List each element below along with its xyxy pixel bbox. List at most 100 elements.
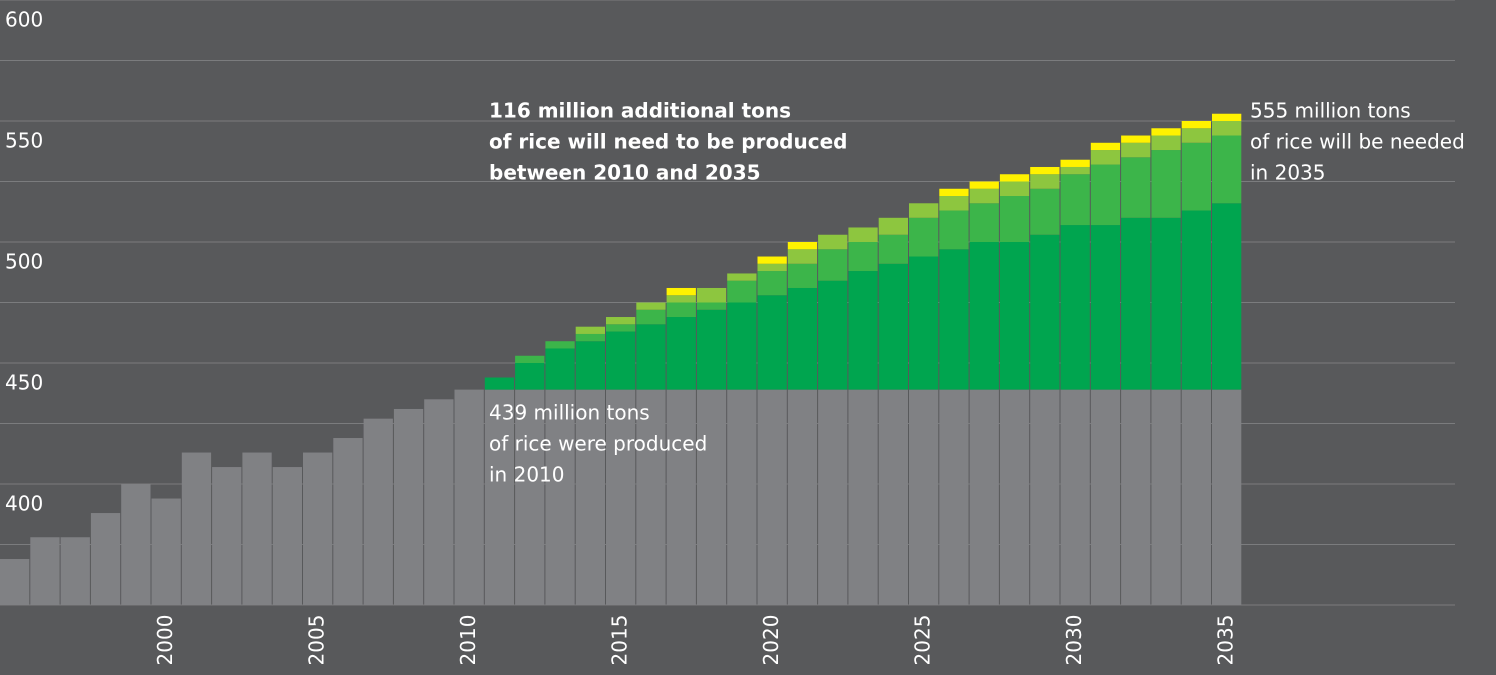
bar-segment	[757, 295, 787, 390]
bar-segment	[939, 188, 969, 197]
x-tick-label: 2025	[911, 615, 935, 666]
bar-segment	[575, 389, 605, 605]
bar-segment	[696, 302, 727, 310]
bar-segment	[818, 280, 848, 390]
bar-segment	[1151, 150, 1181, 218]
bar-segment	[575, 326, 605, 334]
bar-segment	[1090, 225, 1121, 390]
bar-segment	[818, 234, 848, 250]
bar-segment	[60, 537, 90, 605]
annotation: 439 million tons	[489, 401, 650, 425]
bar-segment	[1030, 174, 1060, 189]
bar-segment	[666, 317, 696, 390]
bar-segment	[999, 174, 1030, 182]
bar-segment	[878, 389, 908, 605]
bar-segment	[787, 242, 818, 250]
bar-segment	[1060, 166, 1090, 175]
bar-segment	[636, 324, 666, 390]
bar-segment	[1181, 121, 1211, 129]
bar-segment	[515, 389, 545, 605]
bar-segment	[606, 317, 636, 325]
bar-segment	[636, 389, 666, 605]
x-tick-label: 2005	[305, 615, 329, 666]
bar-segment	[999, 196, 1030, 242]
bar-segment	[727, 280, 757, 303]
bar-segment	[515, 363, 545, 390]
bar-segment	[363, 418, 393, 605]
y-tick-label: 600	[5, 8, 43, 32]
bar-segment	[1030, 234, 1060, 390]
bar-segment	[1060, 159, 1090, 167]
bar-segment	[545, 341, 575, 349]
bar-segment	[636, 302, 666, 310]
bar-segment	[1090, 150, 1121, 165]
bar-segment	[1121, 157, 1151, 218]
bar-segment	[393, 408, 424, 605]
bar-segment	[757, 256, 787, 264]
bar-segment	[727, 302, 757, 390]
bar-segment	[787, 263, 818, 288]
bar-segment	[666, 389, 696, 605]
bar-segment	[272, 467, 302, 605]
bar-segment	[848, 271, 878, 390]
bar-segment	[1151, 135, 1181, 151]
x-tick-label: 2015	[608, 615, 632, 666]
bar-segment	[1030, 389, 1060, 605]
annotation: of rice were produced	[489, 432, 707, 456]
bar-segment	[484, 389, 515, 605]
bar-segment	[696, 287, 727, 303]
x-tick-label: 2010	[456, 615, 480, 666]
bar-segment	[878, 263, 908, 390]
bar-segment	[1060, 174, 1090, 226]
bar-segment	[333, 438, 363, 605]
bar-segment	[696, 309, 727, 390]
bar-segment	[1212, 203, 1242, 390]
bar-segment	[30, 537, 60, 605]
bar-segment	[303, 452, 333, 605]
bar-segment	[1151, 128, 1181, 136]
bar-segment	[818, 249, 848, 281]
bar-segment	[818, 389, 848, 605]
bar-segment	[909, 203, 939, 218]
bar-segment	[484, 377, 515, 390]
bar-segment	[757, 263, 787, 272]
bar-segment	[1181, 128, 1211, 143]
bar-segment	[848, 242, 878, 272]
bar-segment	[787, 389, 818, 605]
bar-segment	[909, 217, 939, 257]
y-tick-label: 500	[5, 250, 43, 274]
bar-segment	[757, 389, 787, 605]
bar-segment	[606, 324, 636, 332]
bar-segment	[999, 389, 1030, 605]
annotation: between 2010 and 2035	[489, 161, 761, 185]
bar-segment	[1212, 121, 1242, 136]
bar-segment	[1121, 142, 1151, 158]
bar-segment	[727, 389, 757, 605]
bar-segment	[757, 271, 787, 296]
bar-segment	[515, 355, 545, 363]
bar-segment	[939, 389, 969, 605]
bar-segment	[939, 210, 969, 250]
bar-segment	[636, 309, 666, 325]
y-tick-label: 450	[5, 371, 43, 395]
bar-segment	[1212, 135, 1242, 204]
bar-segment	[1151, 389, 1181, 605]
bar-segment	[999, 181, 1030, 197]
annotation: 555 million tons	[1250, 99, 1411, 123]
bar-segment	[969, 389, 999, 605]
bar-segment	[666, 295, 696, 303]
bar-segment	[1030, 166, 1060, 175]
bar-segment	[181, 452, 212, 605]
bar-segment	[848, 389, 878, 605]
bar-segment	[454, 389, 484, 605]
bar-segment	[1030, 188, 1060, 235]
bar-segment	[999, 242, 1030, 390]
bar-segment	[1212, 389, 1242, 605]
bar-segment	[1060, 225, 1090, 390]
x-tick-label: 2000	[153, 615, 177, 666]
bar-segment	[939, 249, 969, 390]
bar-segment	[545, 389, 575, 605]
annotation: of rice will need to be produced	[489, 130, 847, 154]
bar-segment	[787, 287, 818, 390]
